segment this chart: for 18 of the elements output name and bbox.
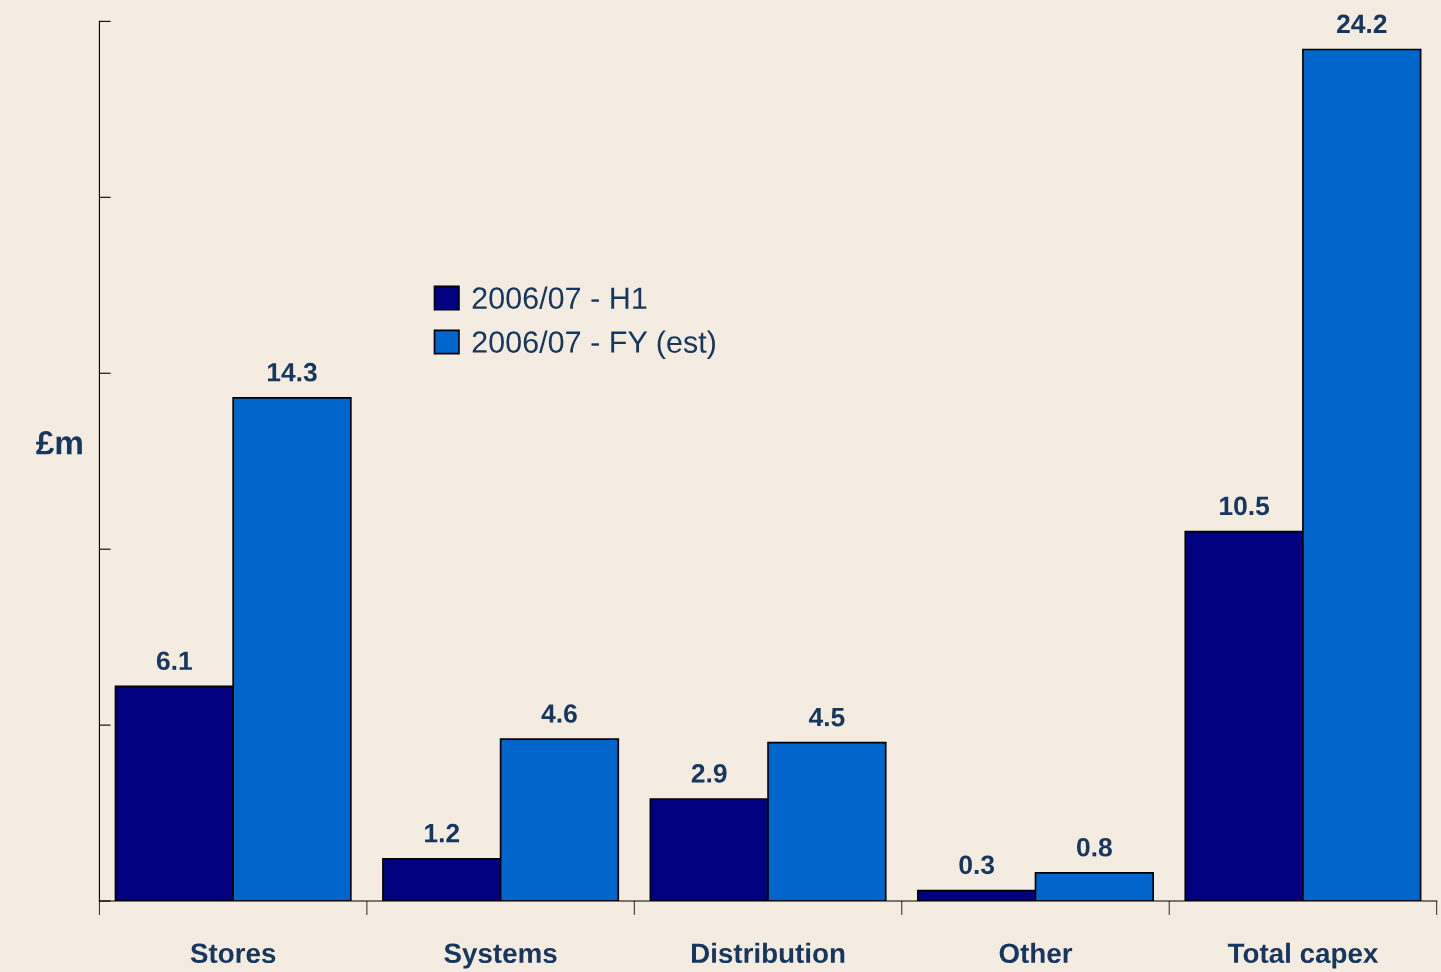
data-label: 4.6	[541, 704, 577, 723]
data-label: 6.1	[156, 651, 192, 671]
legend-label: 2006/07 - H1	[472, 286, 647, 309]
data-label: 14.3	[267, 362, 317, 382]
legend-label: 2006/07 - FY (est)	[472, 330, 715, 359]
x-tick-label: Stores	[190, 943, 276, 964]
data-label: 10.5	[1220, 496, 1270, 516]
data-label: 4.5	[808, 707, 845, 727]
data-label: 0.3	[959, 855, 995, 875]
x-tick-label: Distribution	[691, 942, 845, 964]
x-tick-label: Systems	[444, 943, 557, 969]
data-label: 0.8	[1077, 837, 1112, 857]
data-label: 2.9	[691, 763, 727, 783]
x-tick-label: Total capex	[1227, 942, 1379, 969]
x-tick-label: Other	[999, 942, 1073, 964]
data-label: 1.2	[425, 823, 460, 843]
data-label: 24.2	[1337, 14, 1387, 33]
y-axis-title: £m	[36, 431, 82, 455]
